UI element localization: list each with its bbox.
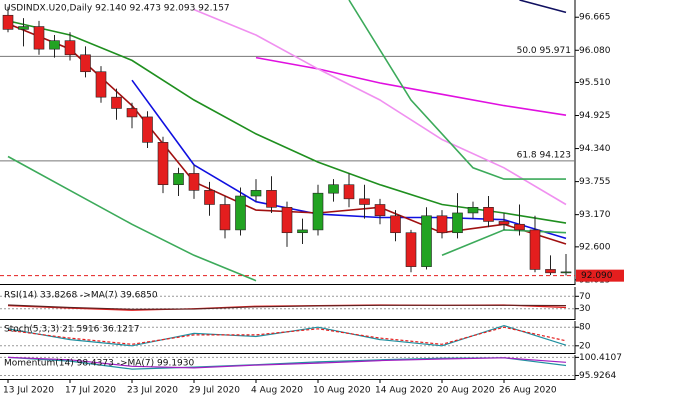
x-tick-label: 26 Aug 2020 (499, 386, 557, 396)
candle-body (204, 190, 215, 205)
indicator-line (348, 0, 566, 180)
y-tick-label: 20 (579, 341, 591, 351)
candle-body (421, 215, 432, 267)
candle-body (405, 232, 417, 267)
y-tick-label: 100.4107 (579, 353, 622, 363)
panel-title: Stoch(5,3,3) 21.5916 36.1217 (4, 325, 139, 335)
candle-body (560, 271, 572, 274)
indicator-line (7, 356, 567, 369)
y-tick-label: 93.755 (579, 177, 611, 187)
y-tick-label: 95.9264 (579, 371, 616, 381)
candle-body (343, 184, 355, 200)
indicator-line (7, 326, 567, 345)
candle-body (142, 116, 153, 143)
x-tick-label: 29 Jul 2020 (189, 386, 240, 396)
candle-body (126, 108, 138, 118)
indicator-line (193, 8, 567, 206)
panel-title: USDINDX.U20,Daily 92.140 92.473 92.093 9… (4, 4, 230, 14)
x-tick-label: 20 Aug 2020 (437, 386, 495, 396)
x-tick-label: 13 Jul 2020 (3, 386, 54, 396)
candle-body (328, 184, 339, 194)
candle-body (235, 195, 246, 231)
candle-body (2, 14, 14, 30)
candle-body (390, 215, 401, 234)
candle-body (436, 215, 448, 234)
candle-body (514, 223, 525, 231)
candle-body (219, 204, 231, 231)
candle-body (266, 190, 277, 208)
panel-title: RSI(14) 33.8268 ->MA(7) 39.6850 (4, 291, 158, 301)
candle-body (374, 204, 386, 217)
candle-body (545, 269, 556, 274)
candle-body (250, 190, 262, 197)
candle-body (18, 26, 29, 30)
y-tick-label: 94.925 (579, 111, 611, 121)
candle-body (297, 229, 308, 234)
x-tick-label: 14 Aug 2020 (375, 386, 433, 396)
candle-body (95, 71, 107, 98)
indicator-line (519, 0, 567, 14)
indicator-line (7, 304, 567, 310)
y-tick-label: 92.600 (579, 242, 611, 252)
candle-body (452, 212, 463, 234)
candle-body (173, 173, 184, 186)
candle-body (483, 207, 494, 222)
last-price-box (576, 269, 624, 282)
y-tick-label: 70 (579, 292, 591, 302)
candle-body (312, 192, 324, 231)
candle-body (529, 229, 541, 270)
candle-body (359, 198, 370, 205)
candle-body (111, 96, 122, 109)
candle-body (281, 207, 293, 234)
y-tick-label: 30 (579, 304, 591, 314)
candle-body (467, 207, 479, 214)
candle-body (498, 221, 510, 225)
y-tick-label: 93.170 (579, 210, 611, 220)
indicator-line (255, 56, 567, 116)
y-tick-label: 96.665 (579, 13, 611, 23)
candle-body (33, 26, 45, 50)
candle-body (80, 54, 91, 73)
last-price-label: 92.090 (581, 271, 613, 281)
panel-title: Momentum(14) 98.4373 ->MA(7) 99.1930 (4, 359, 195, 369)
y-tick-label: 95.510 (579, 78, 611, 88)
x-tick-label: 10 Aug 2020 (313, 386, 371, 396)
candle-body (188, 173, 200, 191)
level-label: 50.0 95.971 (517, 46, 571, 56)
candle-body (49, 40, 60, 50)
x-tick-label: 23 Jul 2020 (127, 386, 178, 396)
y-tick-label: 94.340 (579, 144, 611, 154)
y-tick-label: 96.080 (579, 46, 611, 56)
candle-body (64, 40, 76, 56)
x-tick-label: 4 Aug 2020 (251, 386, 303, 396)
candle-body (157, 142, 169, 186)
y-tick-label: 80 (579, 323, 591, 333)
level-label: 61.8 94.123 (517, 150, 571, 160)
x-tick-label: 17 Jul 2020 (65, 386, 116, 396)
